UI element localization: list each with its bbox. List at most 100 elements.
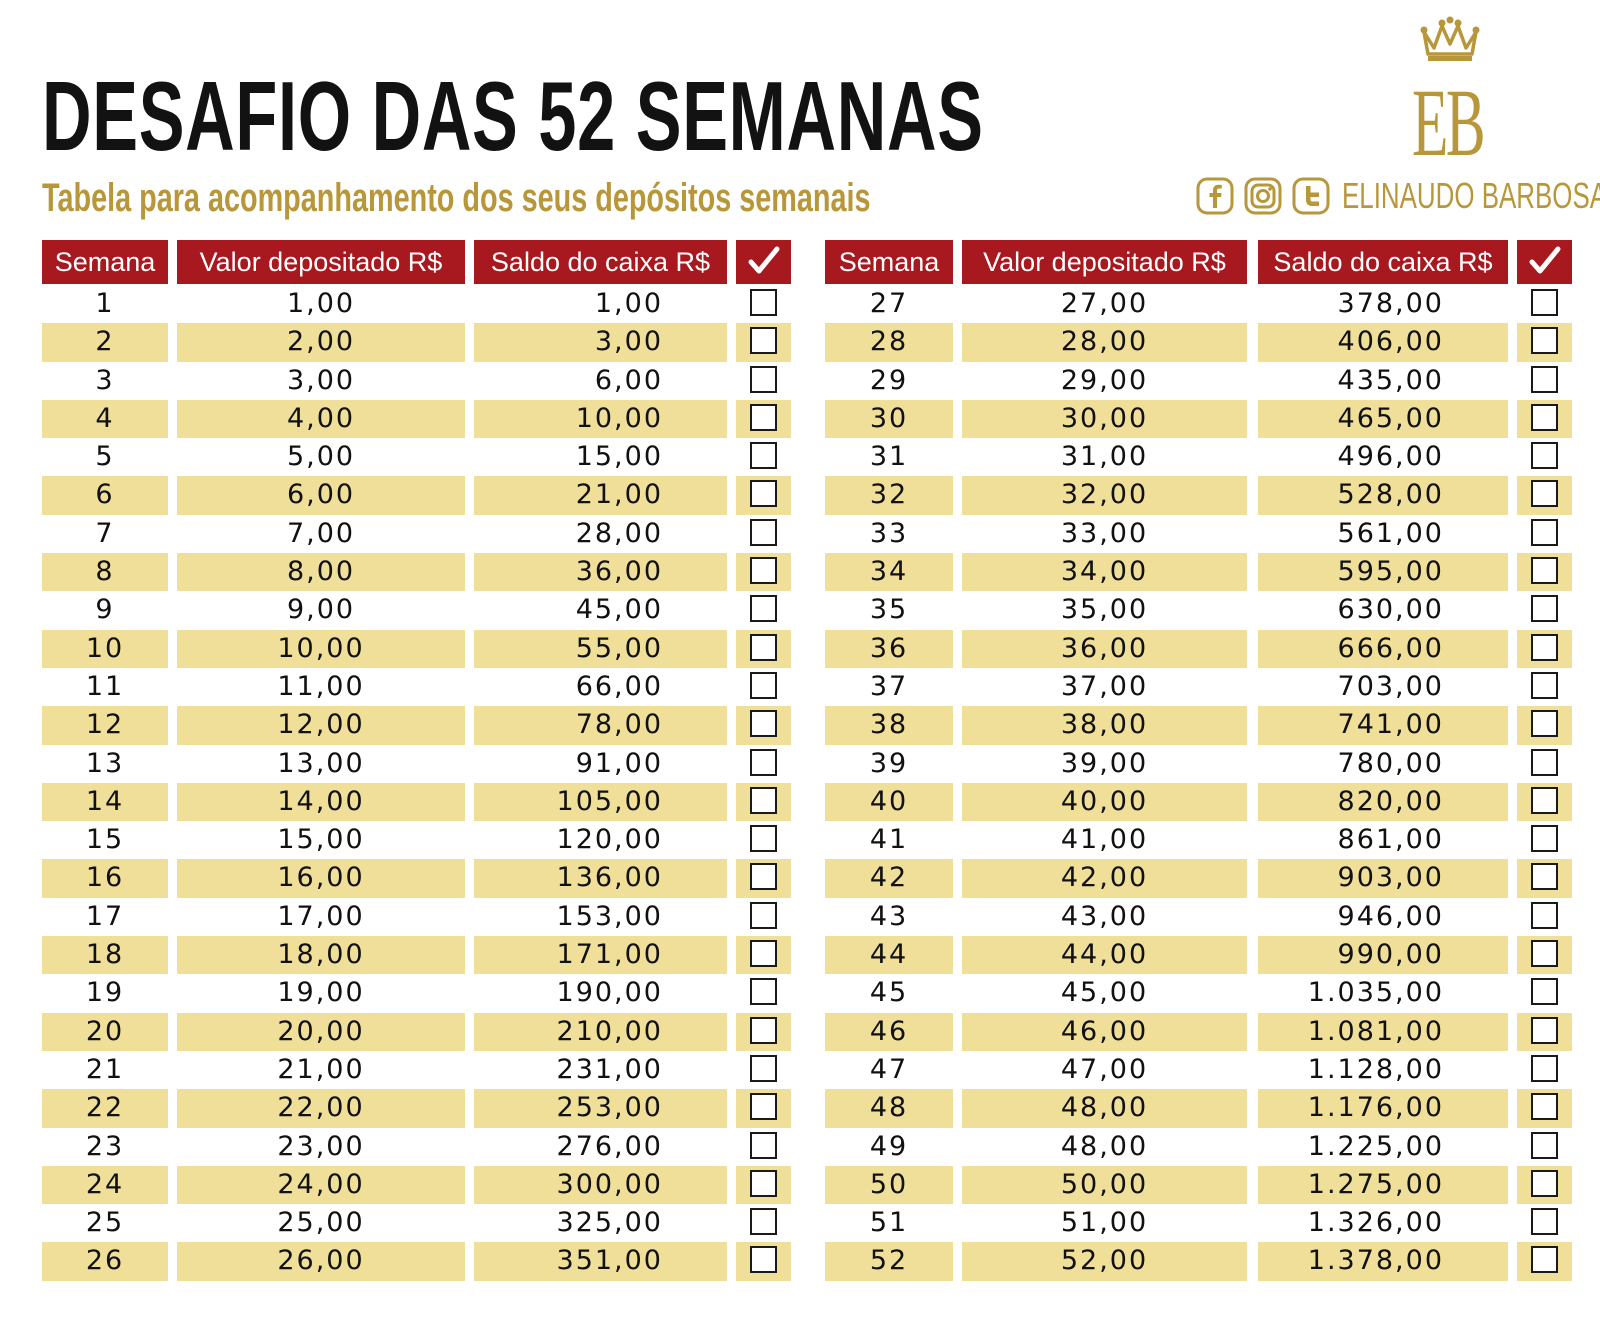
week-checkbox[interactable] <box>1531 442 1558 470</box>
week-number: 2 <box>42 323 168 362</box>
checkbox-cell <box>736 1165 791 1205</box>
balance-value: 91,00 <box>575 747 663 779</box>
week-number: 35 <box>869 594 909 626</box>
checkbox-cell <box>1517 399 1572 439</box>
deposit-value: 20,00 <box>177 1012 465 1051</box>
balance-value: 820,00 <box>1258 782 1508 822</box>
deposit-value: 38,00 <box>962 706 1247 745</box>
balance-value: 1.081,00 <box>1258 1012 1508 1051</box>
week-checkbox[interactable] <box>750 327 777 355</box>
week-checkbox[interactable] <box>750 710 777 738</box>
checkbox-cell <box>1517 936 1572 975</box>
week-checkbox[interactable] <box>1531 940 1558 968</box>
crown-icon <box>1420 16 1480 61</box>
deposit-value: 31,00 <box>1060 441 1149 473</box>
checkbox-cell <box>1517 898 1572 936</box>
brand-logo: EB <box>1412 14 1492 176</box>
balance-value: 3,00 <box>474 323 727 362</box>
balance-value: 528,00 <box>1258 476 1508 515</box>
twitter-icon[interactable] <box>1292 177 1330 215</box>
week-checkbox[interactable] <box>1531 901 1558 929</box>
week-checkbox[interactable] <box>750 786 777 814</box>
checkbox-cell <box>736 898 791 936</box>
week-checkbox[interactable] <box>750 557 777 585</box>
week-checkbox[interactable] <box>1531 1169 1558 1197</box>
deposit-value: 5,00 <box>286 441 356 473</box>
week-checkbox[interactable] <box>750 595 777 623</box>
balance-value: 300,00 <box>474 1165 727 1205</box>
balance-value: 406,00 <box>1258 323 1508 362</box>
week-checkbox[interactable] <box>750 825 777 853</box>
deposit-value: 17,00 <box>277 900 365 932</box>
instagram-icon[interactable] <box>1244 177 1282 215</box>
week-number: 13 <box>85 747 125 779</box>
week-checkbox[interactable] <box>750 940 777 968</box>
deposit-value: 45,00 <box>1060 977 1149 1009</box>
week-checkbox[interactable] <box>750 1169 777 1197</box>
week-checkbox[interactable] <box>1531 518 1558 546</box>
week-checkbox[interactable] <box>750 1208 777 1236</box>
week-checkbox[interactable] <box>750 289 777 316</box>
week-checkbox[interactable] <box>1531 786 1558 814</box>
week-checkbox[interactable] <box>1531 978 1558 1006</box>
week-checkbox[interactable] <box>1531 1093 1558 1121</box>
week-checkbox[interactable] <box>1531 327 1558 355</box>
week-checkbox[interactable] <box>1531 480 1558 508</box>
week-checkbox[interactable] <box>750 863 777 891</box>
checkbox-cell <box>1517 1128 1572 1166</box>
checkbox-cell <box>736 859 791 898</box>
week-checkbox[interactable] <box>750 1016 777 1044</box>
week-checkbox[interactable] <box>750 480 777 508</box>
week-checkbox[interactable] <box>750 518 777 546</box>
balance-value: 210,00 <box>474 1012 727 1051</box>
week-number: 29 <box>869 364 909 396</box>
checkbox-cell <box>736 1012 791 1051</box>
week-checkbox[interactable] <box>1531 748 1558 776</box>
week-checkbox[interactable] <box>1531 595 1558 623</box>
week-checkbox[interactable] <box>750 1246 777 1274</box>
week-checkbox[interactable] <box>750 748 777 776</box>
week-number: 25 <box>85 1207 125 1239</box>
social-links: ELINAUDO BARBOSA <box>1196 175 1600 216</box>
week-checkbox[interactable] <box>1531 557 1558 585</box>
week-checkbox[interactable] <box>750 365 777 393</box>
deposit-value: 25,00 <box>277 1207 365 1239</box>
week-checkbox[interactable] <box>1531 633 1558 661</box>
week-checkbox[interactable] <box>1531 863 1558 891</box>
week-checkbox[interactable] <box>1531 710 1558 738</box>
week-checkbox[interactable] <box>1531 403 1558 431</box>
week-number: 28 <box>825 323 953 362</box>
week-checkbox[interactable] <box>1531 1208 1558 1236</box>
balance-value: 6,00 <box>594 364 663 396</box>
brand-name: ELINAUDO BARBOSA <box>1342 175 1600 216</box>
balance-value: 1.035,00 <box>1307 977 1444 1009</box>
week-checkbox[interactable] <box>750 978 777 1006</box>
week-checkbox[interactable] <box>750 403 777 431</box>
week-number: 8 <box>42 553 168 592</box>
week-checkbox[interactable] <box>1531 365 1558 393</box>
balance-value: 1.128,00 <box>1307 1053 1444 1085</box>
week-checkbox[interactable] <box>1531 671 1558 699</box>
week-checkbox[interactable] <box>750 671 777 699</box>
balance-value: 861,00 <box>1337 824 1444 856</box>
week-checkbox[interactable] <box>750 901 777 929</box>
week-checkbox[interactable] <box>1531 1246 1558 1274</box>
balance-value: 36,00 <box>474 553 727 592</box>
facebook-icon[interactable] <box>1196 177 1234 215</box>
week-checkbox[interactable] <box>750 1093 777 1121</box>
week-checkbox[interactable] <box>1531 1131 1558 1159</box>
week-checkbox[interactable] <box>1531 825 1558 853</box>
week-checkbox[interactable] <box>1531 1016 1558 1044</box>
week-checkbox[interactable] <box>750 442 777 470</box>
week-checkbox[interactable] <box>1531 1054 1558 1082</box>
week-checkbox[interactable] <box>1531 289 1558 316</box>
balance-value: 1.378,00 <box>1258 1242 1508 1281</box>
week-checkbox[interactable] <box>750 633 777 661</box>
week-checkbox[interactable] <box>750 1054 777 1082</box>
column-header-check <box>736 240 791 284</box>
week-number: 38 <box>825 706 953 745</box>
deposit-value: 10,00 <box>177 629 465 668</box>
week-checkbox[interactable] <box>750 1131 777 1159</box>
week-number: 3 <box>95 364 115 396</box>
balance-value: 990,00 <box>1258 936 1508 975</box>
